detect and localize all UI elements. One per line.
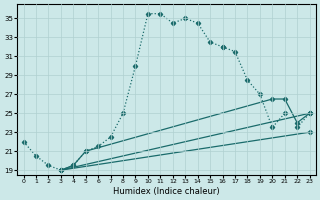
X-axis label: Humidex (Indice chaleur): Humidex (Indice chaleur) xyxy=(113,187,220,196)
